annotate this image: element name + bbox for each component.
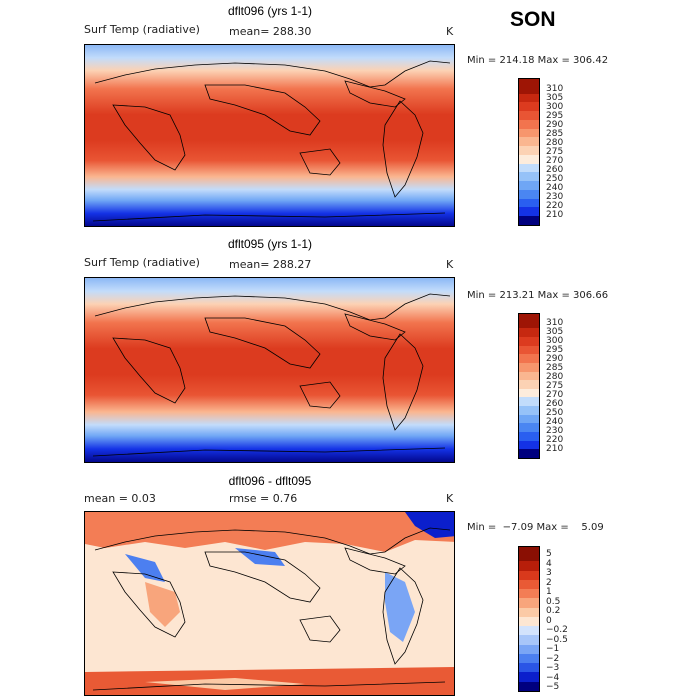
colorbar (518, 313, 540, 459)
colorbar-tick-label: 275 (546, 147, 564, 157)
colorbar-tick-label: 305 (546, 327, 564, 337)
colorbar (518, 78, 540, 226)
colorbar-tick-label: 210 (546, 444, 564, 454)
panel-title: dflt096 (yrs 1-1) (227, 4, 313, 18)
map-svg (85, 512, 454, 695)
min-max-label: Min = −7.09 Max = 5.09 (467, 522, 604, 533)
colorbar-tick-label: 305 (546, 93, 564, 103)
mean-label: mean= 288.27 (229, 258, 312, 271)
colorbar-tick-label: 230 (546, 426, 564, 436)
difference-map (84, 511, 455, 696)
colorbar-tick-label: 310 (546, 84, 564, 94)
colorbar-tick-label: 295 (546, 111, 564, 121)
colorbar-tick-label: 5 (546, 549, 552, 559)
colorbar-tick-label: 0 (546, 615, 552, 626)
colorbar-tick-label: −3 (546, 663, 560, 673)
colorbar-tick-label: 295 (546, 345, 564, 355)
colorbar-tick-label: 280 (546, 138, 564, 148)
variable-label: Surf Temp (radiative) (84, 256, 200, 269)
colorbar-tick-label: 270 (546, 156, 564, 166)
map-svg (85, 278, 454, 462)
colorbar-tick-label: 210 (546, 210, 564, 220)
colorbar-tick-label: −0.5 (546, 634, 568, 645)
colorbar-tick-label: 230 (546, 192, 564, 202)
colorbar-tick-label: 1 (546, 587, 552, 597)
colorbar-tick-label: 280 (546, 372, 564, 382)
colorbar-tick-label: 310 (546, 318, 564, 328)
colorbar-tick-label: 240 (546, 417, 564, 427)
season-label: SON (510, 8, 556, 31)
colorbar-tick-label: 240 (546, 183, 564, 193)
variable-label: Surf Temp (radiative) (84, 23, 200, 36)
colorbar-tick-label: 290 (546, 120, 564, 130)
colorbar-tick-label: 260 (546, 165, 564, 175)
min-max-label: Min = 214.18 Max = 306.42 (467, 55, 609, 66)
colorbar-tick-label: −0.2 (546, 625, 568, 635)
colorbar-tick-label: 250 (546, 174, 564, 184)
colorbar-tick-label: 4 (546, 558, 552, 569)
colorbar-tick-label: 290 (546, 354, 564, 364)
map-svg (85, 45, 454, 226)
colorbar-tick-label: 270 (546, 390, 564, 400)
colorbar-tick-label: 0.2 (546, 606, 561, 616)
colorbar-tick-label: 250 (546, 408, 564, 418)
colorbar-tick-label: 300 (546, 102, 564, 112)
colorbar-tick-label: −2 (546, 653, 560, 664)
colorbar (518, 546, 540, 692)
colorbar-tick-label: −5 (546, 682, 560, 692)
colorbar-tick-label: 260 (546, 399, 564, 409)
colorbar-tick-label: 275 (546, 381, 564, 391)
panel-title: dflt096 - dflt095 (228, 474, 312, 488)
units-label: K (446, 258, 454, 271)
colorbar-tick-label: 285 (546, 363, 564, 373)
colorbar-tick-label: 0.5 (546, 596, 561, 607)
mean-label: mean= 288.30 (229, 25, 312, 38)
temperature-map (84, 44, 455, 227)
colorbar-tick-label: 3 (546, 568, 552, 578)
units-label: K (446, 25, 454, 38)
colorbar-tick-label: 220 (546, 435, 564, 445)
panel-title: dflt095 (yrs 1-1) (227, 237, 313, 251)
colorbar-tick-label: −1 (546, 644, 560, 654)
units-label: K (446, 492, 454, 505)
colorbar-tick-label: 2 (546, 577, 552, 588)
colorbar-tick-label: 300 (546, 336, 564, 346)
diff-mean-label: mean = 0.03 (84, 492, 156, 505)
temperature-map (84, 277, 455, 463)
colorbar-tick-label: 285 (546, 129, 564, 139)
min-max-label: Min = 213.21 Max = 306.66 (467, 290, 609, 301)
colorbar-tick-label: −4 (546, 672, 560, 683)
rmse-label: rmse = 0.76 (229, 492, 298, 505)
colorbar-tick-label: 220 (546, 201, 564, 211)
